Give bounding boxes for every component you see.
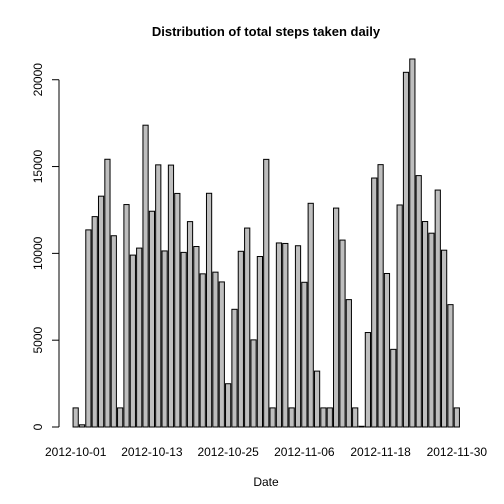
x-tick-label-2012-11-30: 2012-11-30 [427, 445, 488, 459]
y-tick-label-15000: 15000 [31, 150, 45, 184]
bar-2012-10-20 [193, 246, 200, 428]
bar-2012-10-13 [148, 210, 156, 428]
bar-2012-10-18 [180, 251, 187, 428]
bar-2012-10-31 [263, 158, 270, 428]
x-tick-label-2012-10-25: 2012-10-25 [197, 445, 259, 459]
y-tick-label-20000: 20000 [31, 63, 45, 97]
bar-2012-11-15 [358, 425, 365, 428]
bar-2012-11-26 [428, 232, 435, 428]
bar-2012-11-11 [333, 207, 340, 428]
bar-2012-11-17 [371, 177, 378, 428]
bar-2012-11-01 [269, 407, 276, 428]
bar-2012-10-26 [231, 308, 238, 428]
bar-2012-10-07 [110, 235, 117, 428]
bar-2012-10-27 [237, 250, 244, 428]
bar-2012-11-30 [453, 407, 460, 428]
bar-2012-11-19 [383, 272, 391, 428]
x-axis: 2012-10-01 2012-10-13 2012-10-25 2012-11-06… [45, 445, 487, 459]
bar-2012-11-05 [294, 245, 302, 428]
bar-2012-10-15 [161, 250, 168, 428]
y-tick-label-0: 0 [31, 423, 45, 430]
bar-2012-10-17 [174, 192, 181, 428]
bar-2012-10-10 [129, 254, 136, 428]
x-tick-label-2012-10-01: 2012-10-01 [45, 445, 107, 459]
bar-2012-10-05 [97, 195, 105, 428]
bar-2012-11-10 [326, 407, 333, 428]
bar-2012-11-02 [275, 242, 283, 428]
bar-2012-11-23 [409, 58, 416, 428]
x-tick-label-2012-10-13: 2012-10-13 [121, 445, 183, 459]
bar-2012-10-28 [244, 227, 251, 428]
bar-2012-11-07 [307, 202, 314, 428]
bar-2012-10-08 [117, 407, 124, 428]
bar-2012-10-04 [91, 216, 98, 428]
x-axis-label: Date [253, 475, 279, 489]
bar-2012-11-16 [364, 332, 371, 428]
bar-2012-10-24 [218, 281, 225, 428]
bar-2012-10-29 [250, 339, 257, 428]
bar-2012-11-28 [441, 249, 448, 428]
bar-2012-10-30 [256, 256, 264, 428]
bar-2012-10-03 [85, 229, 92, 428]
bar-2012-10-11 [136, 247, 143, 428]
chart-title: Distribution of total steps taken daily [152, 24, 381, 39]
bar-2012-11-12 [339, 239, 346, 428]
bar-2012-10-01 [72, 407, 79, 428]
x-tick-label-2012-11-18: 2012-11-18 [350, 445, 411, 459]
bar-2012-10-14 [155, 164, 162, 428]
bar-2012-11-27 [434, 189, 441, 428]
bar-2012-11-25 [421, 221, 429, 428]
bar-2012-11-20 [390, 348, 397, 428]
bars-group [72, 58, 460, 428]
bar-2012-10-09 [123, 204, 130, 428]
bar-2012-10-19 [186, 221, 194, 428]
bar-2012-10-22 [205, 192, 213, 428]
bar-2012-11-04 [288, 407, 295, 428]
bar-2012-11-24 [415, 175, 422, 428]
bar-2012-10-02 [78, 424, 86, 428]
bar-2012-11-22 [402, 71, 410, 428]
y-tick-label-10000: 10000 [31, 236, 45, 270]
y-axis: 0 5000 10000 15000 20000 [31, 63, 60, 430]
bar-2012-11-08 [313, 370, 321, 428]
bar-2012-10-16 [167, 164, 175, 428]
bar-2012-11-29 [447, 304, 454, 428]
bar-2012-10-06 [104, 158, 111, 428]
x-tick-label-2012-11-06: 2012-11-06 [274, 445, 335, 459]
bar-2012-10-12 [142, 124, 149, 428]
bar-2012-11-21 [396, 204, 403, 428]
bar-2012-11-06 [301, 281, 308, 428]
bar-2012-11-18 [377, 164, 384, 428]
bar-2012-11-03 [282, 242, 289, 428]
bar-2012-10-25 [225, 383, 232, 428]
y-tick-label-5000: 5000 [31, 327, 45, 354]
bar-2012-10-23 [212, 271, 219, 428]
bar-2012-11-09 [320, 407, 327, 428]
bar-2012-11-13 [345, 299, 352, 428]
bar-2012-10-21 [199, 273, 206, 428]
bar-2012-11-14 [352, 407, 359, 428]
